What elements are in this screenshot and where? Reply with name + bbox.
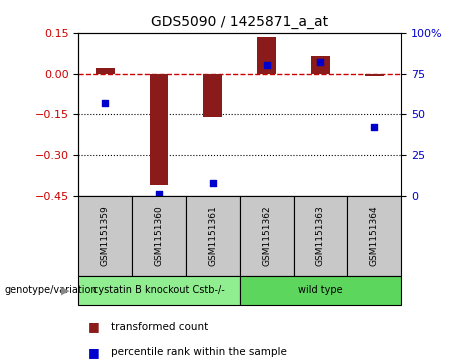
Text: genotype/variation: genotype/variation <box>5 285 97 295</box>
Text: GSM1151364: GSM1151364 <box>370 205 378 266</box>
Bar <box>240 196 294 276</box>
Text: percentile rank within the sample: percentile rank within the sample <box>111 347 287 357</box>
Title: GDS5090 / 1425871_a_at: GDS5090 / 1425871_a_at <box>151 15 328 29</box>
Text: ■: ■ <box>88 346 99 359</box>
Text: GSM1151363: GSM1151363 <box>316 205 325 266</box>
Text: GSM1151361: GSM1151361 <box>208 205 217 266</box>
Bar <box>186 196 240 276</box>
Bar <box>311 56 330 73</box>
Point <box>317 59 324 65</box>
Text: transformed count: transformed count <box>111 322 208 332</box>
Text: ■: ■ <box>88 320 99 333</box>
Bar <box>365 73 384 76</box>
Point <box>371 125 378 130</box>
Bar <box>150 73 168 185</box>
Bar <box>240 276 401 305</box>
Bar <box>347 196 401 276</box>
Bar <box>132 196 186 276</box>
Point <box>155 191 163 197</box>
Text: GSM1151359: GSM1151359 <box>101 205 110 266</box>
Text: wild type: wild type <box>298 285 343 295</box>
Bar <box>96 68 115 73</box>
Point <box>209 180 217 186</box>
Text: GSM1151362: GSM1151362 <box>262 205 271 266</box>
Text: ▶: ▶ <box>61 285 69 295</box>
Bar <box>203 73 222 117</box>
Bar <box>78 276 240 305</box>
Bar <box>78 196 132 276</box>
Point <box>263 62 270 68</box>
Bar <box>294 196 347 276</box>
Text: cystatin B knockout Cstb-/-: cystatin B knockout Cstb-/- <box>93 285 225 295</box>
Point <box>101 100 109 106</box>
Bar <box>257 37 276 73</box>
Text: GSM1151360: GSM1151360 <box>154 205 164 266</box>
